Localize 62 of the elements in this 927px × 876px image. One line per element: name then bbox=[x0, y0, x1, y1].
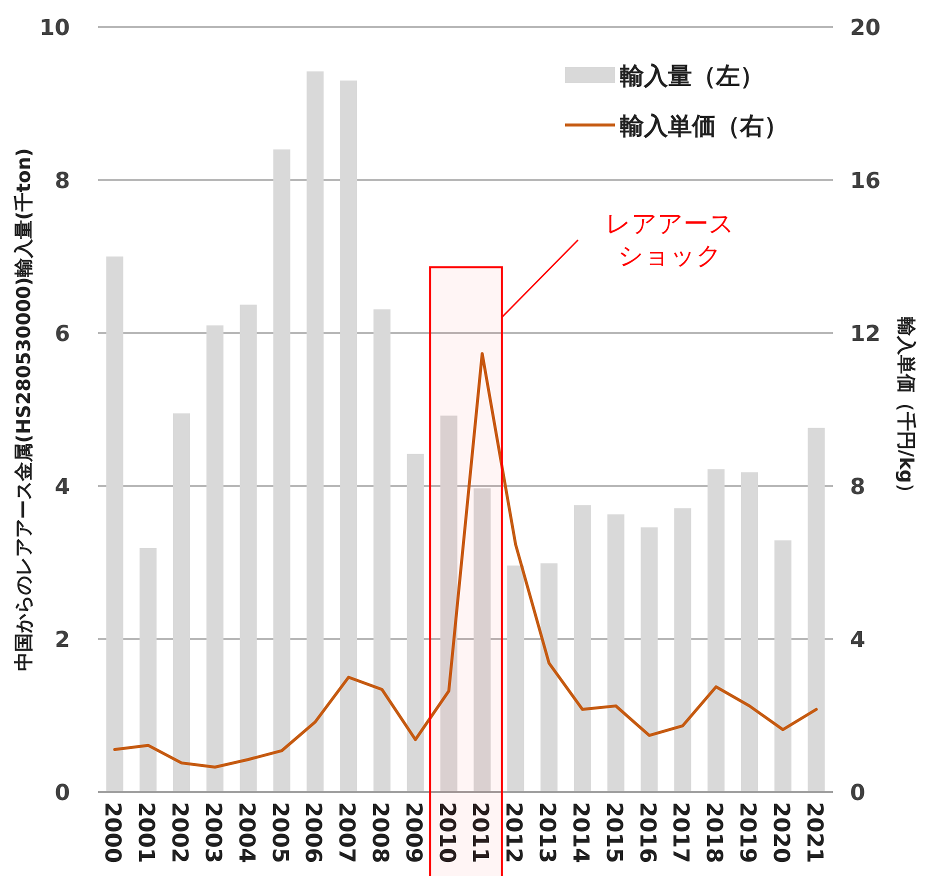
bar bbox=[440, 416, 458, 792]
x-tick-label: 2001 bbox=[133, 802, 158, 864]
y2-axis-title: 輸入単価（千円/kg） bbox=[895, 316, 917, 502]
bar bbox=[640, 527, 658, 792]
y2-tick-label: 0 bbox=[850, 781, 866, 806]
y2-tick-label: 16 bbox=[850, 169, 881, 194]
y-tick-label: 6 bbox=[54, 322, 70, 347]
y2-tick-label: 8 bbox=[850, 475, 866, 500]
bar bbox=[774, 540, 792, 792]
x-tick-label: 2005 bbox=[266, 802, 292, 864]
bar bbox=[708, 469, 725, 792]
y2-tick-label: 4 bbox=[850, 628, 866, 653]
bar bbox=[306, 71, 324, 792]
band-label: レアアースショック bbox=[606, 209, 734, 270]
bar bbox=[808, 428, 825, 792]
y2-tick-label: 12 bbox=[850, 322, 881, 347]
bar bbox=[574, 505, 591, 792]
line-series bbox=[113, 352, 818, 769]
bar bbox=[674, 508, 692, 792]
bar bbox=[507, 566, 524, 792]
y-tick-label: 10 bbox=[39, 16, 70, 41]
bar bbox=[373, 309, 390, 792]
x-tick-label: 2019 bbox=[734, 802, 760, 864]
x-tick-label: 2007 bbox=[334, 802, 359, 864]
x-tick-label: 2009 bbox=[400, 802, 426, 864]
x-tick-label: 2010 bbox=[434, 802, 459, 864]
y-axis-title: 中国からのレアアース金属(HS280530000)輸入量(千ton) bbox=[13, 148, 35, 671]
bar bbox=[540, 563, 558, 792]
x-tick-label: 2012 bbox=[500, 802, 526, 864]
x-tick-label: 2015 bbox=[600, 802, 626, 864]
bar bbox=[273, 149, 290, 792]
x-tick-label: 2021 bbox=[801, 802, 826, 864]
y-tick-label: 2 bbox=[54, 628, 70, 653]
x-tick-label: 2013 bbox=[534, 802, 560, 864]
bar bbox=[173, 413, 190, 792]
x-tick-label: 2003 bbox=[200, 802, 225, 864]
legend-label: 輸入量（左） bbox=[619, 62, 764, 90]
x-tick-label: 2017 bbox=[668, 802, 693, 864]
bar bbox=[206, 325, 224, 792]
bar bbox=[340, 80, 358, 792]
x-tick-label: 2018 bbox=[701, 802, 726, 864]
y-tick-label: 0 bbox=[54, 781, 70, 806]
y-tick-label: 8 bbox=[54, 169, 70, 194]
x-tick-label: 2004 bbox=[233, 802, 258, 864]
x-tick-label: 2020 bbox=[768, 802, 793, 864]
bar bbox=[740, 472, 758, 792]
bar bbox=[240, 304, 257, 792]
bar bbox=[406, 454, 424, 792]
x-tick-label: 2002 bbox=[166, 802, 192, 864]
y2-tick-label: 20 bbox=[850, 16, 881, 41]
x-tick-label: 2008 bbox=[366, 802, 392, 864]
x-tick-label: 2016 bbox=[634, 802, 660, 864]
bar bbox=[474, 488, 491, 792]
bar bbox=[106, 256, 124, 792]
x-tick-label: 2014 bbox=[567, 802, 592, 864]
y-tick-label: 4 bbox=[54, 475, 70, 500]
x-tick-label: 2006 bbox=[300, 802, 326, 864]
legend-label: 輸入単価（右） bbox=[619, 112, 788, 140]
x-tick-label: 2000 bbox=[100, 802, 125, 864]
bar bbox=[140, 548, 157, 792]
bar bbox=[607, 514, 624, 792]
x-tick-label: 2011 bbox=[467, 802, 492, 864]
